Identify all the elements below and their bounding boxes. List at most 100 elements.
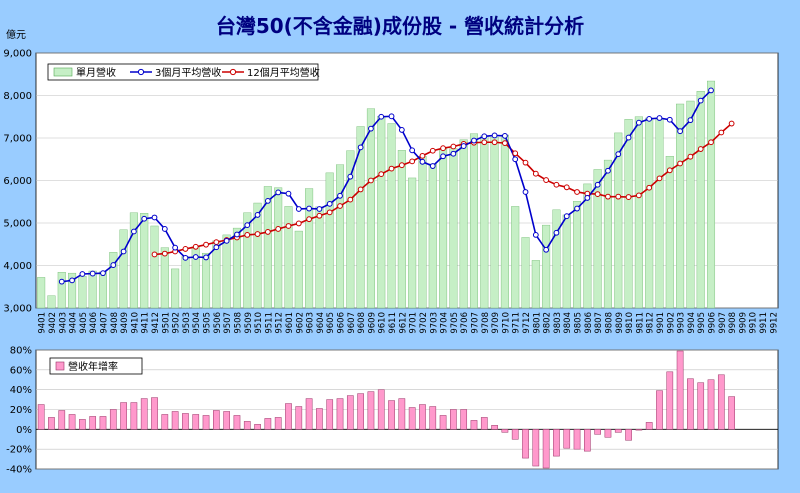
- yoy-growth-bar: [254, 424, 261, 430]
- x-tick-label: 9901: [656, 312, 666, 334]
- monthly-revenue-bar: [490, 136, 499, 309]
- x-tick-label: 9504: [192, 312, 202, 334]
- average-marker-12m: [316, 212, 323, 219]
- legend-label-yoy-growth: 營收年增率: [68, 360, 118, 373]
- monthly-revenue-bar: [397, 150, 406, 309]
- average-marker-3m: [666, 116, 673, 123]
- legend-label-12m-average: 12個月平均營收: [247, 66, 320, 79]
- yoy-growth-bar: [202, 415, 210, 430]
- average-marker-3m: [697, 97, 704, 104]
- yoy-growth-bar: [79, 419, 86, 430]
- average-marker-3m: [388, 113, 395, 120]
- yoy-growth-bars: [37, 350, 735, 469]
- monthly-revenue-bar: [614, 132, 623, 309]
- x-tick-label: 9603: [306, 312, 316, 334]
- average-marker-3m: [481, 133, 488, 140]
- average-marker-3m: [254, 212, 261, 218]
- average-marker-12m: [357, 186, 364, 193]
- x-tick-label: 9709: [491, 312, 501, 334]
- average-marker-12m: [378, 171, 385, 178]
- yoy-growth-bar: [58, 410, 66, 430]
- average-marker-12m: [244, 232, 251, 238]
- top-y-tick-labels: 3,000 4,000 5,000 6,000 7,000 8,000 9,000: [3, 49, 32, 315]
- average-marker-12m: [687, 153, 694, 160]
- average-marker-12m: [646, 184, 653, 191]
- average-marker-12m: [368, 177, 374, 184]
- average-marker-3m: [605, 167, 611, 174]
- yoy-growth-bar: [501, 429, 509, 433]
- monthly-revenue-bar: [696, 91, 705, 309]
- monthly-revenue-bar: [469, 133, 478, 309]
- yoy-growth-bar: [161, 414, 169, 430]
- average-marker-3m: [306, 205, 312, 212]
- x-tick-label: 9807: [594, 312, 604, 334]
- top-gridlines: [36, 52, 778, 309]
- average-marker-12m: [275, 226, 282, 232]
- average-marker-3m: [79, 271, 86, 277]
- x-tick-label: 9601: [285, 312, 295, 334]
- average-marker-12m: [615, 193, 622, 200]
- average-marker-12m: [522, 159, 529, 166]
- x-tick-label: 9902: [666, 312, 676, 334]
- monthly-revenue-bar: [531, 260, 540, 309]
- average-marker-3m: [532, 232, 539, 238]
- x-tick-label: 9704: [440, 312, 450, 334]
- top-y-tick-label: 7,000: [3, 134, 32, 145]
- yoy-growth-bar: [192, 414, 200, 430]
- monthly-revenue-bar: [305, 188, 314, 309]
- yoy-growth-bar: [542, 429, 550, 469]
- x-tick-label: 9903: [677, 312, 687, 334]
- yoy-growth-bar: [460, 409, 468, 430]
- average-marker-3m: [522, 189, 529, 195]
- yoy-growth-bar: [274, 417, 282, 430]
- yoy-growth-bar: [419, 404, 426, 430]
- bottom-y-tick-labels: -40% -20% 0% 20% 40% 60% 80%: [6, 346, 32, 476]
- bottom-gridlines: [36, 349, 778, 470]
- bottom-y-tick-label: 40%: [10, 385, 32, 396]
- yoy-growth-bar: [470, 420, 478, 430]
- yoy-growth-bar: [666, 371, 674, 430]
- yoy-growth-bar: [573, 429, 581, 450]
- x-tick-label: 9607: [347, 312, 357, 334]
- monthly-revenue-bar: [181, 256, 190, 309]
- monthly-revenue-bar: [408, 177, 417, 309]
- monthly-revenue-bar: [449, 148, 458, 309]
- yoy-growth-bar: [553, 429, 560, 457]
- x-tick-label: 9907: [718, 312, 728, 334]
- x-tick-label: 9509: [244, 312, 254, 334]
- monthly-revenue-bar: [202, 252, 211, 309]
- yoy-growth-bar: [511, 429, 519, 440]
- average-marker-12m: [666, 167, 673, 174]
- average-marker-3m: [440, 153, 446, 160]
- average-marker-12m: [264, 229, 271, 235]
- monthly-revenue-bar: [315, 206, 324, 309]
- x-tick-label: 9611: [388, 312, 398, 334]
- monthly-revenue-bar: [634, 116, 643, 309]
- monthly-revenue-bar: [387, 123, 396, 309]
- monthly-revenue-bar: [511, 206, 520, 309]
- monthly-revenue-bar: [119, 229, 128, 309]
- x-tick-label: 9604: [316, 312, 326, 334]
- average-marker-12m: [182, 246, 189, 252]
- x-tick-label: 9905: [697, 312, 707, 334]
- average-marker-3m: [656, 115, 663, 121]
- average-marker-3m: [574, 205, 580, 212]
- x-tick-label: 9409: [120, 312, 130, 334]
- yoy-growth-bar: [625, 429, 632, 441]
- yoy-growth-bar: [171, 411, 179, 430]
- average-marker-12m: [574, 189, 580, 195]
- x-tick-label: 9810: [625, 312, 635, 334]
- average-marker-12m: [347, 196, 354, 203]
- top-y-tick-label: 4,000: [3, 261, 32, 272]
- top-y-tick-label: 6,000: [3, 176, 32, 187]
- legend-label-3m-average: 3個月平均營收: [155, 66, 221, 79]
- x-tick-label: 9602: [295, 312, 305, 334]
- x-tick-label: 9804: [563, 312, 573, 334]
- x-tick-label: 9809: [615, 312, 625, 334]
- average-marker-3m: [708, 87, 714, 94]
- yoy-growth-bar: [357, 393, 364, 430]
- x-tick-label: 9812: [646, 312, 656, 334]
- yoy-growth-bar: [635, 429, 643, 431]
- monthly-revenue-bar: [171, 268, 180, 309]
- monthly-revenue-bar: [366, 108, 375, 309]
